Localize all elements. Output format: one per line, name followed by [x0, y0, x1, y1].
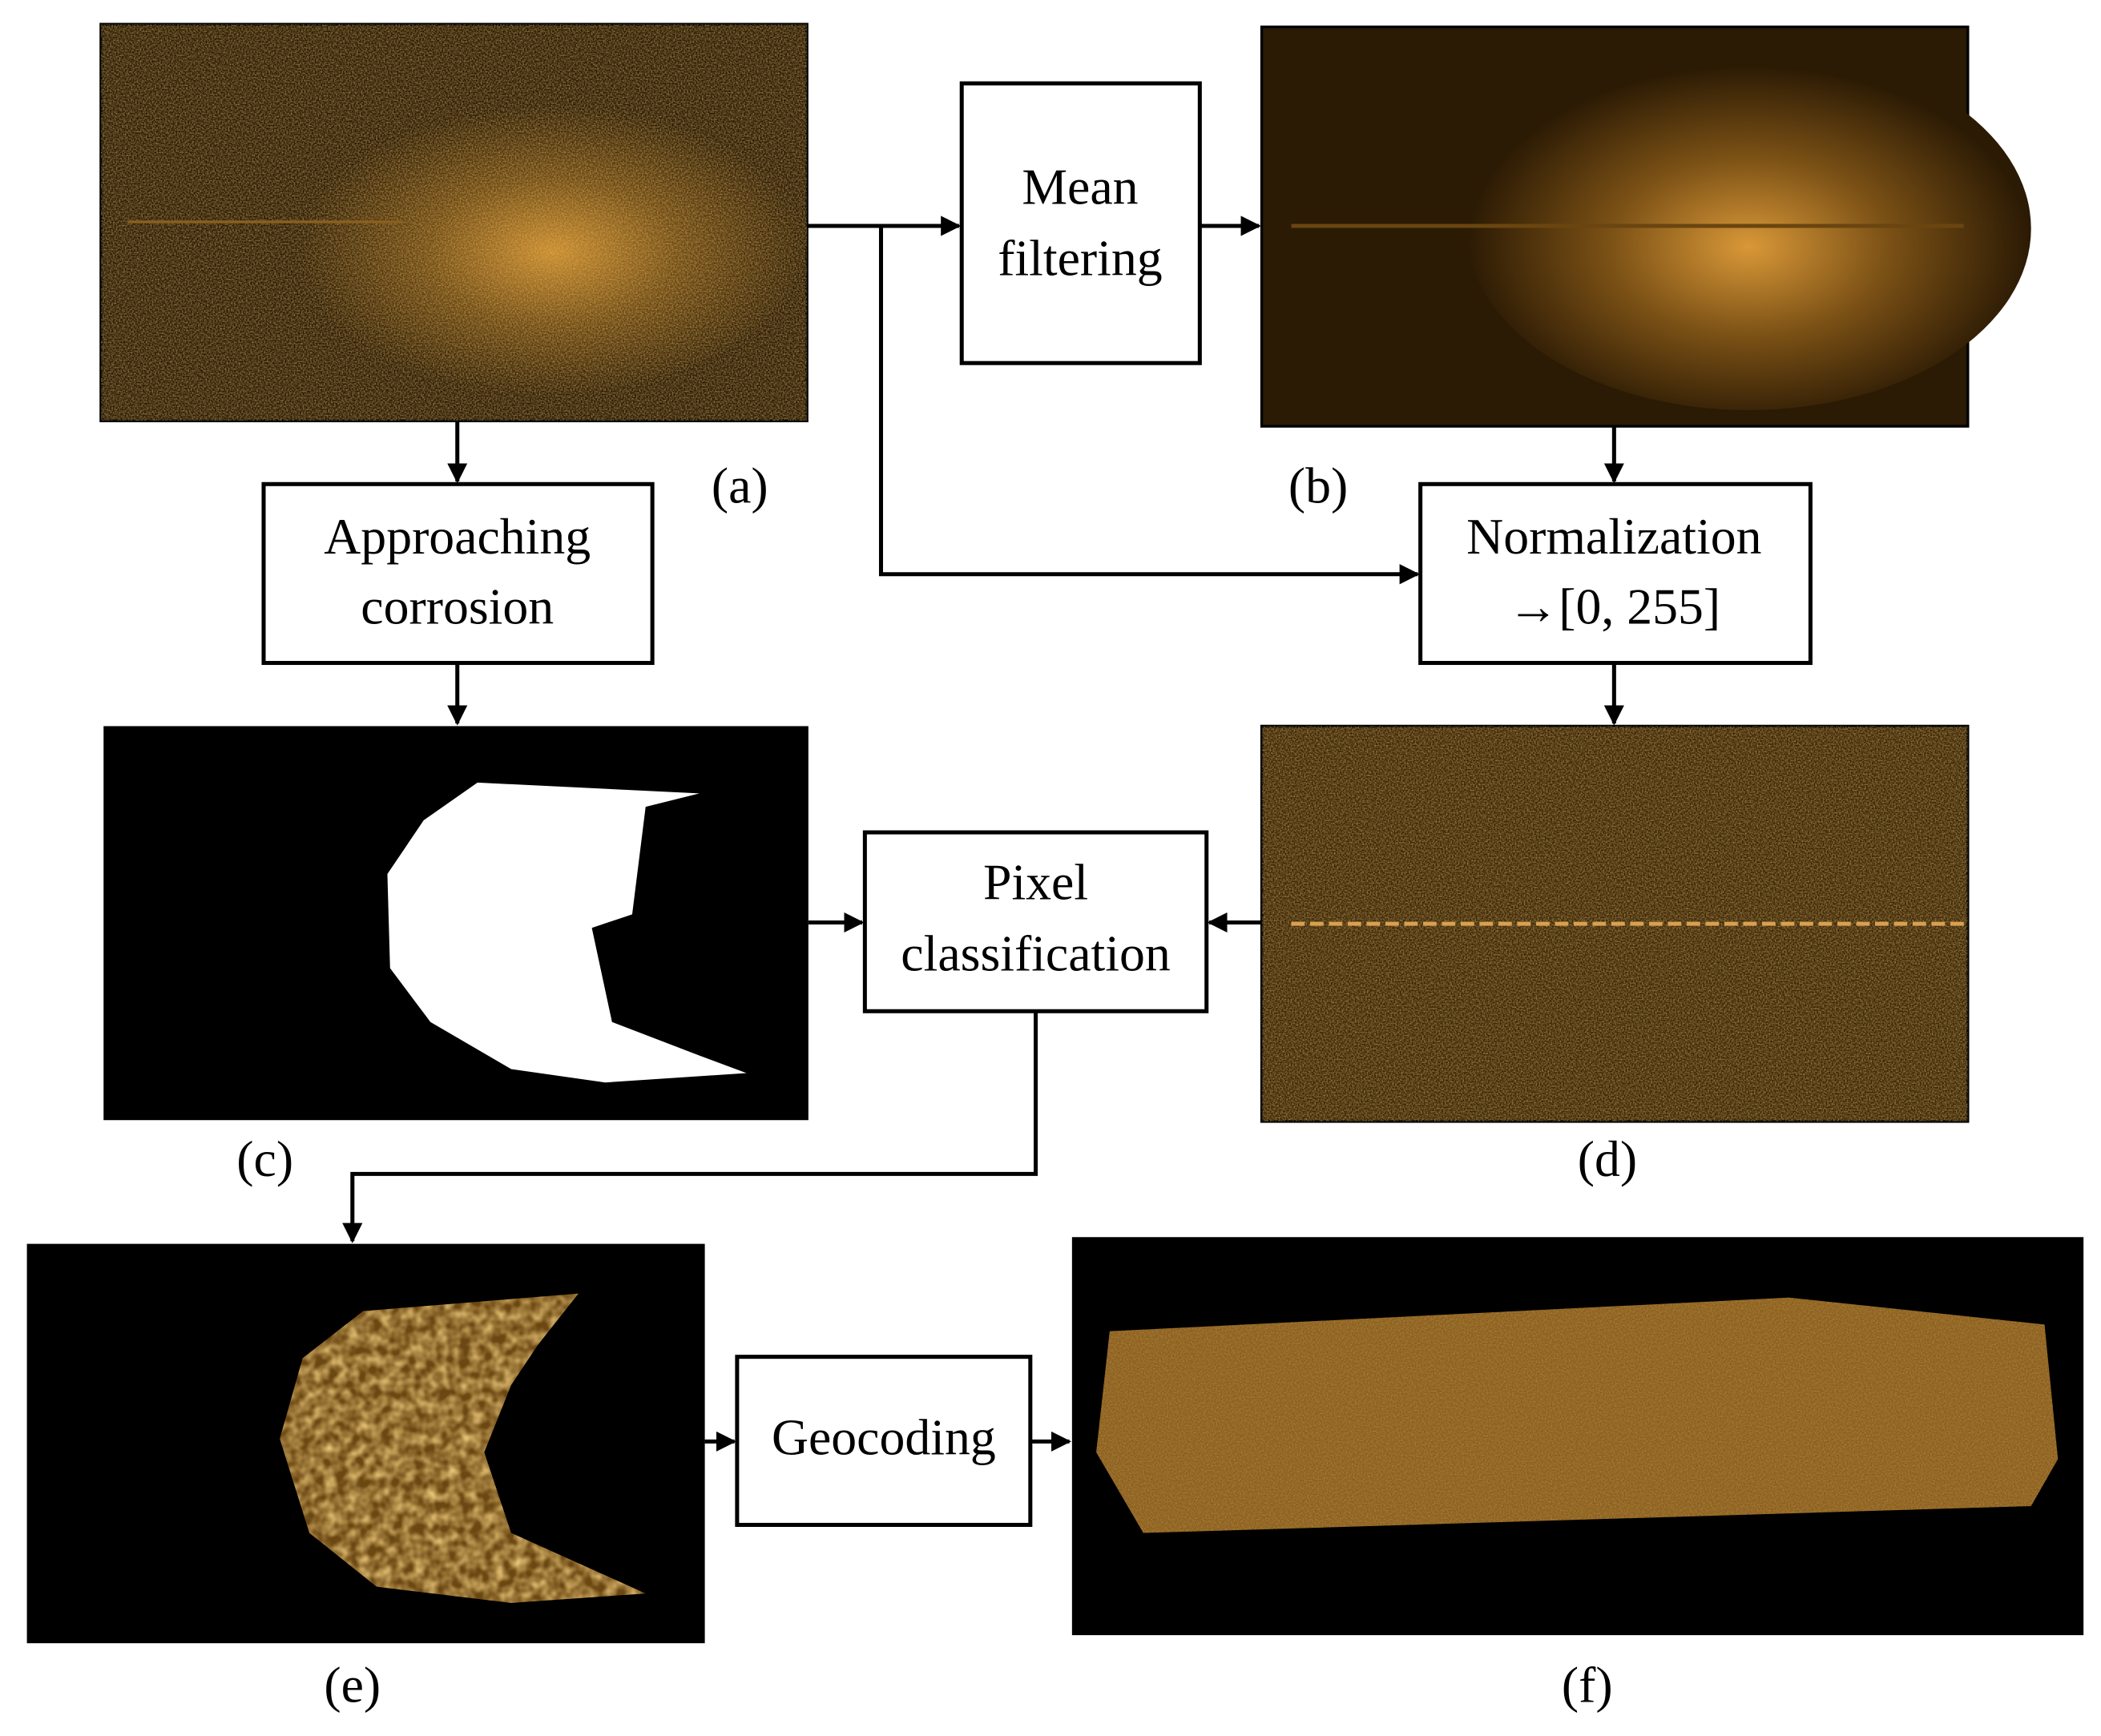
box-text: Pixel — [983, 853, 1088, 910]
panel-label: (c) — [236, 1130, 293, 1187]
image-d — [1260, 724, 1970, 1123]
image-a — [99, 22, 809, 423]
box-text: →[0, 255] — [1508, 578, 1721, 634]
box-text: corrosion — [361, 578, 554, 634]
box-normalization — [1418, 481, 1813, 666]
box-mean-filtering — [959, 81, 1202, 365]
panel-label: (f) — [1562, 1657, 1613, 1714]
box-approaching-corrosion — [261, 481, 655, 666]
panel-label: (e) — [324, 1657, 381, 1714]
box-pixel-classification — [862, 830, 1209, 1013]
connectors — [342, 215, 1624, 1452]
panel-label: (d) — [1578, 1130, 1637, 1187]
panel-label: (b) — [1288, 457, 1348, 514]
box-text: filtering — [998, 230, 1162, 287]
box-geocoding — [735, 1355, 1033, 1527]
panel-label: (a) — [712, 457, 768, 514]
image-e — [26, 1243, 705, 1644]
box-text: Normalization — [1466, 508, 1761, 565]
image-c — [103, 726, 809, 1121]
image-b — [1260, 25, 2031, 428]
box-text: classification — [901, 924, 1170, 981]
box-text: Mean — [1022, 159, 1138, 215]
box-text: Approaching — [324, 508, 591, 565]
box-text: Geocoding — [772, 1409, 996, 1466]
image-f — [1071, 1237, 2084, 1636]
